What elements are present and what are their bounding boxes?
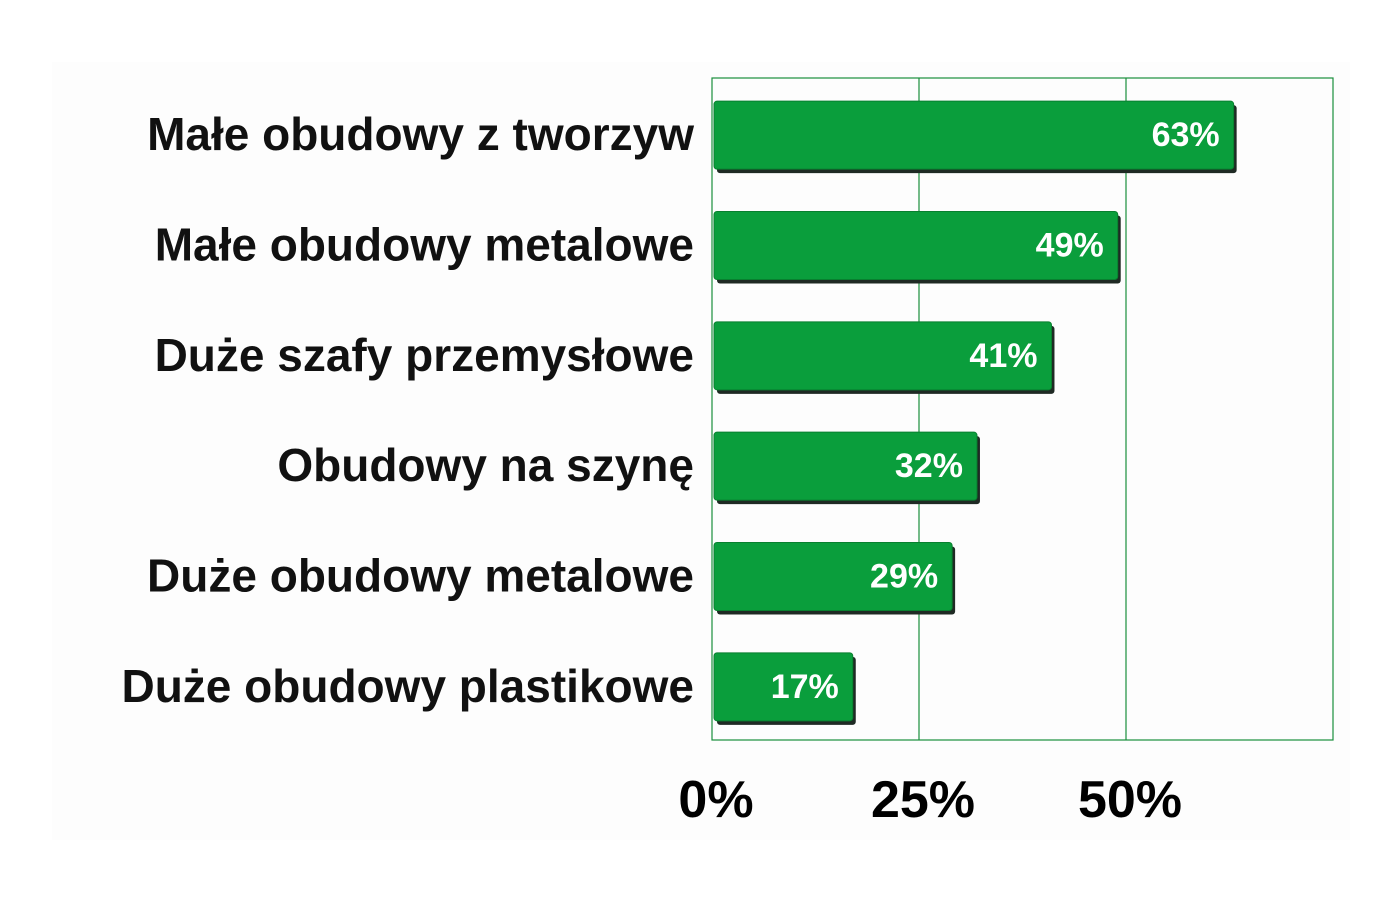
bar-value-label-2: 41% — [969, 337, 1037, 375]
bar-value-label-0: 63% — [1152, 116, 1220, 154]
category-label-5: Duże obudowy plastikowe — [121, 660, 694, 712]
plot-frame — [711, 77, 1334, 741]
bar-value-label-5: 17% — [771, 668, 839, 706]
category-label-1: Małe obudowy metalowe — [155, 219, 694, 271]
category-label-4: Duże obudowy metalowe — [147, 550, 694, 602]
chart-background — [52, 62, 1350, 840]
bar-3 — [713, 431, 978, 501]
bar-1 — [713, 211, 1119, 280]
bar-value-label-3: 32% — [895, 447, 963, 485]
x-tick-label-0: 0% — [678, 771, 753, 829]
x-tick-label-1: 25% — [871, 771, 975, 829]
bar-4 — [713, 542, 953, 611]
x-tick-label-2: 50% — [1078, 771, 1182, 829]
category-label-2: Duże szafy przemysłowe — [155, 329, 694, 381]
bar-5 — [713, 652, 854, 722]
category-label-0: Małe obudowy z tworzyw — [147, 108, 694, 160]
bar-value-label-1: 49% — [1036, 227, 1104, 265]
bar-value-label-4: 29% — [870, 558, 938, 596]
category-label-3: Obudowy na szynę — [277, 439, 694, 491]
bar-2 — [713, 321, 1052, 391]
bar-0 — [713, 100, 1235, 170]
